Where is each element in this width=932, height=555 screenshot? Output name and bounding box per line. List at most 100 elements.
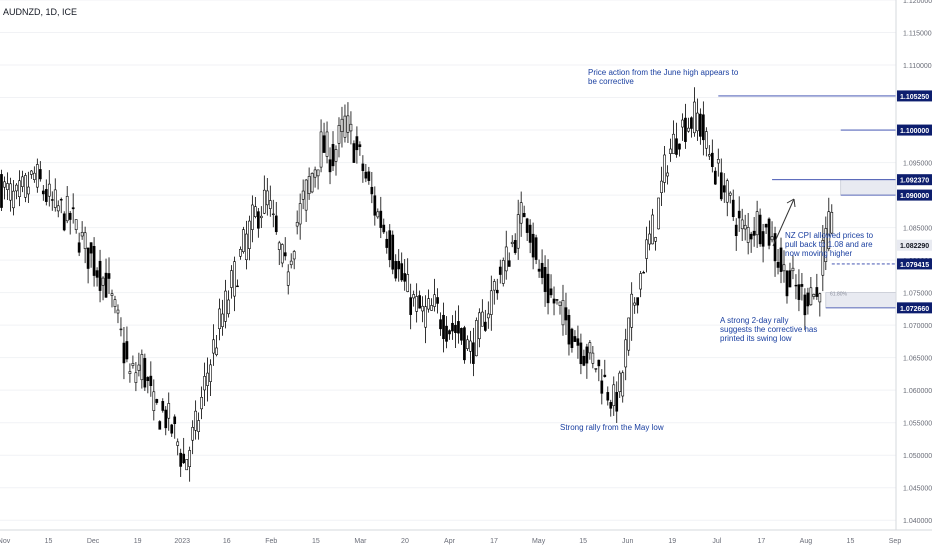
candle-body xyxy=(725,180,729,203)
candle-body xyxy=(116,309,120,314)
candle-body xyxy=(597,359,601,367)
candle-body xyxy=(424,306,427,328)
candle-body xyxy=(486,313,490,319)
candle-body xyxy=(62,213,66,231)
candle-body xyxy=(767,218,771,246)
time-tick-label: Apr xyxy=(444,538,456,545)
candle-body xyxy=(821,240,825,276)
candles-layer xyxy=(0,87,834,482)
candle-body xyxy=(406,274,410,292)
candle-body xyxy=(206,372,209,386)
candle-body xyxy=(522,212,526,218)
candle-body xyxy=(654,237,657,242)
annotation-may-low: Strong rally from the May low xyxy=(560,423,664,432)
candle-body xyxy=(705,131,708,149)
candle-body xyxy=(385,238,389,248)
candle-body xyxy=(71,207,75,210)
level-badge-bg xyxy=(897,90,932,102)
candle-body xyxy=(519,202,523,224)
candle-body xyxy=(552,298,556,304)
candle-body xyxy=(355,136,359,151)
price-tick-label: 1.050000 xyxy=(903,453,932,460)
candle-body xyxy=(555,299,559,301)
candle-body xyxy=(346,115,350,133)
candle-body xyxy=(439,319,442,330)
candle-body xyxy=(448,330,451,335)
candle-body xyxy=(143,358,147,388)
price-tick-label: 1.085000 xyxy=(903,226,932,233)
candle-body xyxy=(612,384,616,407)
candle-body xyxy=(125,341,129,360)
candle-body xyxy=(669,148,672,154)
candle-body xyxy=(549,288,553,296)
candle-body xyxy=(403,273,407,282)
candle-body xyxy=(576,338,580,346)
annotation-nz-cpi-line2: pull back to 1.08 and are xyxy=(785,240,873,249)
price-tick-label: 1.115000 xyxy=(903,31,932,38)
level-badge-bg xyxy=(897,124,932,136)
candle-body xyxy=(227,299,230,315)
candle-body xyxy=(690,117,693,129)
candle-body xyxy=(59,199,63,201)
candle-body xyxy=(528,224,532,243)
candle-body xyxy=(322,135,326,153)
candle-body xyxy=(621,372,625,397)
candle-body xyxy=(409,297,413,315)
candle-body xyxy=(418,295,421,309)
candle-body xyxy=(492,281,496,291)
candle-body xyxy=(370,186,374,195)
candle-body xyxy=(442,314,445,340)
price-tick-label: 1.070000 xyxy=(903,323,932,330)
candle-body xyxy=(310,173,314,193)
time-axis[interactable]: Nov 15 Dec 19 2023 16 Feb 15 Mar 20 Apr 17 May 15 Jun 1… xyxy=(0,529,932,545)
candle-body xyxy=(585,346,589,364)
candle-body xyxy=(594,368,598,370)
candle-body xyxy=(633,302,637,306)
candle-body xyxy=(185,459,189,471)
candle-body xyxy=(394,261,398,279)
candle-body xyxy=(391,234,395,270)
candle-body xyxy=(561,300,565,326)
candle-body xyxy=(660,180,663,193)
candle-body xyxy=(376,211,380,218)
candle-body xyxy=(788,270,792,288)
candle-body xyxy=(433,294,436,307)
candle-body xyxy=(295,222,299,227)
candle-body xyxy=(534,237,538,260)
time-tick-label: Nov xyxy=(0,538,11,545)
candle-body xyxy=(546,273,550,304)
candle-body xyxy=(651,214,654,245)
time-tick-label: 15 xyxy=(312,538,320,545)
candle-body xyxy=(498,266,502,275)
candle-body xyxy=(794,284,798,287)
candle-body xyxy=(818,293,822,303)
candle-body xyxy=(531,233,535,258)
candle-body xyxy=(30,170,33,175)
candle-body xyxy=(451,322,454,332)
price-tick-label: 1.120000 xyxy=(903,0,932,5)
time-tick-label: Mar xyxy=(354,538,367,545)
candle-body xyxy=(483,321,487,331)
candle-body xyxy=(537,268,541,272)
candle-body xyxy=(504,246,508,272)
candle-body xyxy=(454,324,457,333)
candle-body xyxy=(152,391,156,411)
candle-body xyxy=(137,364,141,371)
candle-body xyxy=(600,380,604,394)
candle-body xyxy=(666,172,669,177)
candle-body xyxy=(582,355,586,366)
candle-body xyxy=(501,260,505,284)
candle-body xyxy=(573,336,577,342)
candle-body xyxy=(478,312,481,340)
candle-body xyxy=(319,131,323,168)
candle-body xyxy=(6,183,9,190)
level-layer xyxy=(718,95,896,309)
time-tick-label: 20 xyxy=(401,538,409,545)
candle-body xyxy=(693,101,696,134)
candle-body xyxy=(770,236,774,241)
candle-body xyxy=(265,190,269,206)
time-tick-label: 17 xyxy=(490,538,498,545)
candle-body xyxy=(752,230,756,236)
